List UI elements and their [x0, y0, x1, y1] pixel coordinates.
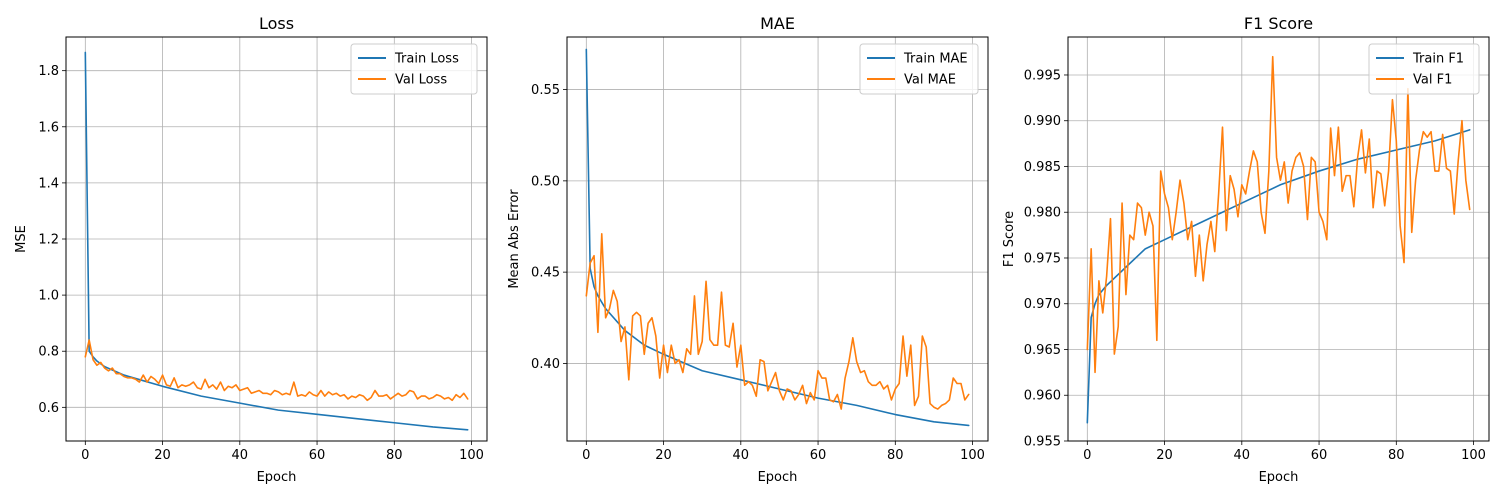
- f1-y-tick-label: 0.980: [1024, 206, 1061, 221]
- f1-chart-title: F1 Score: [1244, 14, 1313, 33]
- f1-y-tick-label: 0.955: [1024, 435, 1061, 450]
- mae-chart-title: MAE: [760, 14, 795, 33]
- f1-series-val-f1: [1086, 55, 1471, 374]
- f1-x-tick-label: 40: [1234, 448, 1251, 463]
- f1-x-tick-label: 0: [1083, 448, 1091, 463]
- mae-series-train-mae: [585, 48, 970, 427]
- mae-y-tick-label: 0.55: [531, 83, 560, 98]
- mae-y-tick-label: 0.40: [531, 357, 560, 372]
- f1-y-tick-label: 0.995: [1024, 68, 1061, 83]
- f1-x-tick-label: 60: [1311, 448, 1328, 463]
- loss-panel: 0 20 40 60 80 100 0.6 0.8 1.0 1.2 1.4 1.6 1.8 Loss Epo…: [14, 14, 488, 485]
- loss-y-tick-label: 1.8: [38, 64, 59, 79]
- loss-y-tick-label: 1.6: [38, 120, 59, 135]
- mae-panel: 0 20 40 60 80 100 0.40 0.45 0.50 0.55 MAE Epoch Mean…: [507, 14, 989, 485]
- loss-x-tick-label: 100: [459, 448, 484, 463]
- loss-y-tick-label: 0.6: [38, 401, 59, 416]
- mae-legend: Train MAE Val MAE: [859, 43, 979, 95]
- f1-y-tick-label: 0.985: [1024, 160, 1061, 175]
- loss-x-tick-label: 80: [386, 448, 403, 463]
- loss-series-train-loss: [84, 51, 469, 431]
- mae-y-axis-label: Mean Abs Error: [507, 189, 522, 289]
- mae-legend-box: [859, 43, 979, 95]
- loss-series-val-loss: [84, 339, 469, 402]
- mae-x-axis-label: Epoch: [758, 470, 798, 485]
- f1-y-tick-label: 0.975: [1024, 251, 1061, 266]
- f1-x-tick-label: 80: [1388, 448, 1405, 463]
- loss-y-tick-label: 1.0: [38, 289, 59, 304]
- loss-legend-label-train-loss: Train Loss: [394, 52, 459, 67]
- f1-x-tick-label: 20: [1156, 448, 1173, 463]
- mae-x-tick-label: 100: [960, 448, 985, 463]
- f1-y-tick-label: 0.970: [1024, 297, 1061, 312]
- f1-legend-label-train-f1: Train F1: [1412, 52, 1464, 67]
- loss-y-tick-label: 1.2: [38, 233, 59, 248]
- loss-legend-label-val-loss: Val Loss: [395, 73, 447, 88]
- f1-axes-frame: [1067, 36, 1490, 442]
- loss-y-axis-label: MSE: [14, 225, 29, 253]
- mae-y-tick-label: 0.50: [531, 174, 560, 189]
- f1-panel: 0 20 40 60 80 100 0.955 0.960 0.965 0.970 0.975 0.9…: [1002, 14, 1490, 485]
- f1-y-tick-label: 0.990: [1024, 114, 1061, 129]
- f1-y-axis-label: F1 Score: [1002, 211, 1017, 267]
- loss-x-tick-label: 20: [154, 448, 171, 463]
- loss-x-tick-label: 60: [309, 448, 326, 463]
- f1-x-tick-label: 100: [1461, 448, 1486, 463]
- f1-x-axis-label: Epoch: [1259, 470, 1299, 485]
- mae-x-tick-label: 80: [887, 448, 904, 463]
- f1-legend-box: [1368, 43, 1480, 95]
- mae-series-val-mae: [585, 233, 970, 410]
- f1-legend-label-val-f1: Val F1: [1413, 73, 1452, 88]
- mae-legend-label-val-mae: Val MAE: [904, 73, 956, 88]
- loss-x-tick-label: 0: [81, 448, 89, 463]
- f1-legend: Train F1 Val F1: [1368, 43, 1480, 95]
- f1-y-tick-label: 0.965: [1024, 343, 1061, 358]
- mae-x-tick-label: 20: [655, 448, 672, 463]
- loss-x-axis-label: Epoch: [257, 470, 297, 485]
- loss-x-tick-label: 40: [232, 448, 249, 463]
- mae-x-tick-label: 60: [810, 448, 827, 463]
- f1-y-tick-label: 0.960: [1024, 389, 1061, 404]
- f1-series-train-f1: [1086, 129, 1471, 424]
- loss-y-tick-label: 1.4: [38, 176, 59, 191]
- mae-legend-label-train-mae: Train MAE: [903, 52, 968, 67]
- loss-legend-box: [350, 43, 478, 95]
- mae-x-tick-label: 40: [733, 448, 750, 463]
- loss-chart-title: Loss: [259, 14, 294, 33]
- loss-legend: Train Loss Val Loss: [350, 43, 478, 95]
- mae-x-tick-label: 0: [582, 448, 590, 463]
- mae-y-tick-label: 0.45: [531, 266, 560, 281]
- loss-y-tick-label: 0.8: [38, 345, 59, 360]
- mae-axes-frame: [566, 36, 989, 442]
